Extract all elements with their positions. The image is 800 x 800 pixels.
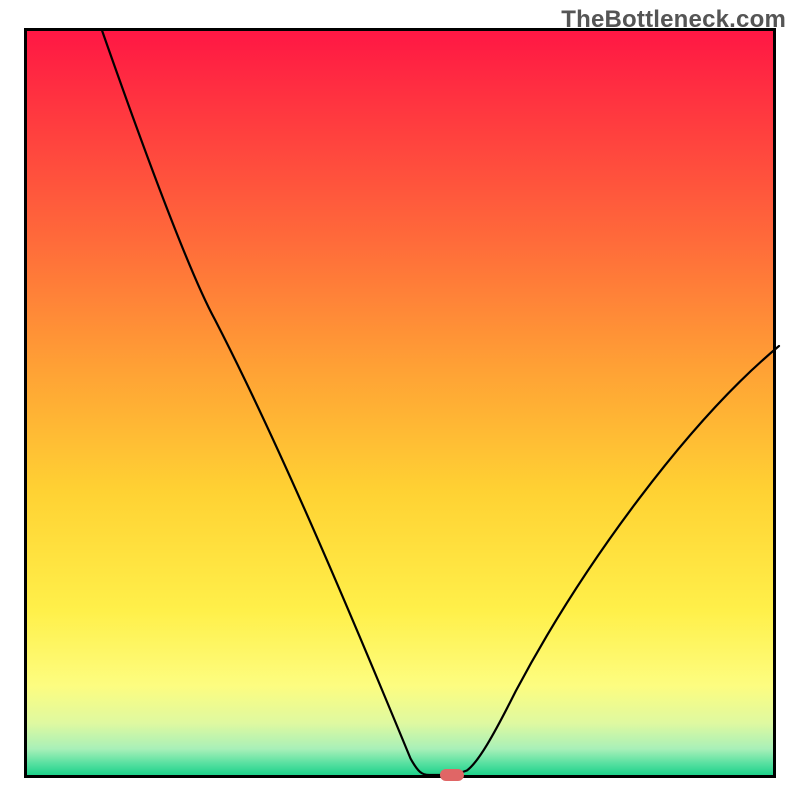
bottleneck-curve [27,31,779,781]
min-point-marker [440,769,464,781]
watermark-text: TheBottleneck.com [561,6,786,34]
bottleneck-chart: TheBottleneck.com [0,0,800,800]
plot-frame [24,28,776,778]
